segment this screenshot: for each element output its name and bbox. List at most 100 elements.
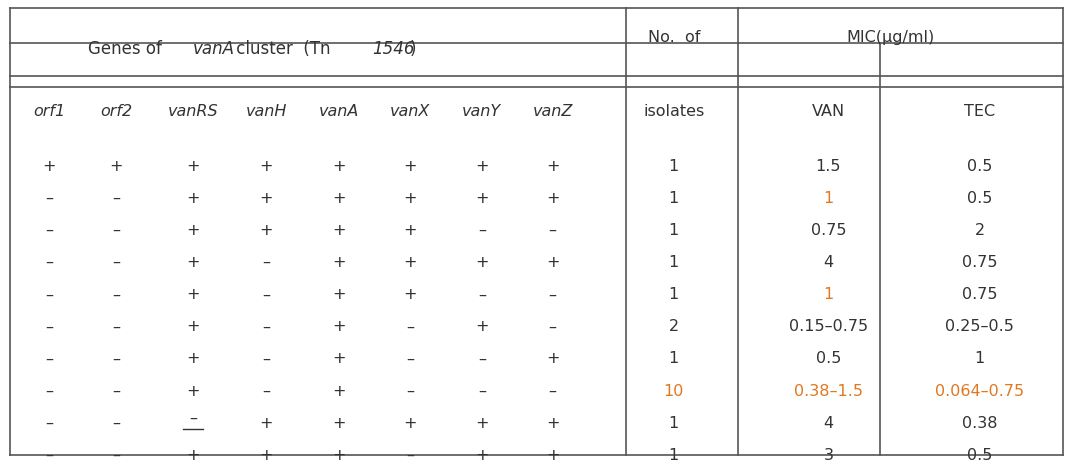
Text: 1.5: 1.5 bbox=[815, 159, 841, 174]
Text: 4: 4 bbox=[823, 255, 834, 270]
Text: +: + bbox=[403, 223, 416, 238]
Text: +: + bbox=[333, 191, 346, 206]
Text: +: + bbox=[333, 255, 346, 270]
Text: +: + bbox=[333, 159, 346, 174]
Text: –: – bbox=[112, 319, 120, 334]
Text: 0.5: 0.5 bbox=[967, 159, 993, 174]
Text: +: + bbox=[187, 384, 200, 399]
Text: +: + bbox=[260, 416, 273, 431]
Text: 1: 1 bbox=[668, 448, 679, 463]
Text: –: – bbox=[548, 319, 557, 334]
Text: vanX: vanX bbox=[389, 104, 430, 119]
Text: 0.064–0.75: 0.064–0.75 bbox=[935, 384, 1025, 399]
Text: vanRS: vanRS bbox=[167, 104, 219, 119]
Text: –: – bbox=[477, 287, 486, 302]
Text: –: – bbox=[112, 448, 120, 463]
Text: +: + bbox=[260, 223, 273, 238]
Text: 0.5: 0.5 bbox=[967, 191, 993, 206]
Text: 10: 10 bbox=[664, 384, 684, 399]
Text: –: – bbox=[477, 352, 486, 366]
Text: –: – bbox=[112, 255, 120, 270]
Text: orf1: orf1 bbox=[33, 104, 65, 119]
Text: +: + bbox=[260, 191, 273, 206]
Text: +: + bbox=[546, 352, 559, 366]
Text: +: + bbox=[187, 319, 200, 334]
Text: 0.15–0.75: 0.15–0.75 bbox=[789, 319, 868, 334]
Text: –: – bbox=[45, 319, 54, 334]
Text: +: + bbox=[333, 352, 346, 366]
Text: +: + bbox=[187, 352, 200, 366]
Text: +: + bbox=[403, 287, 416, 302]
Text: –: – bbox=[45, 384, 54, 399]
Text: –: – bbox=[262, 255, 270, 270]
Text: +: + bbox=[403, 159, 416, 174]
Text: –: – bbox=[406, 352, 414, 366]
Text: 3: 3 bbox=[823, 448, 834, 463]
Text: –: – bbox=[262, 384, 270, 399]
Text: –: – bbox=[45, 287, 54, 302]
Text: –: – bbox=[45, 255, 54, 270]
Text: –: – bbox=[45, 416, 54, 431]
Text: +: + bbox=[187, 159, 200, 174]
Text: MIC(μg/ml): MIC(μg/ml) bbox=[847, 30, 935, 45]
Text: +: + bbox=[333, 384, 346, 399]
Text: 0.25–0.5: 0.25–0.5 bbox=[945, 319, 1014, 334]
Text: No.  of: No. of bbox=[648, 30, 700, 45]
Text: 0.38–1.5: 0.38–1.5 bbox=[794, 384, 863, 399]
Text: +: + bbox=[475, 416, 488, 431]
Text: –: – bbox=[548, 287, 557, 302]
Text: 0.5: 0.5 bbox=[815, 352, 841, 366]
Text: –: – bbox=[548, 223, 557, 238]
Text: 2: 2 bbox=[668, 319, 679, 334]
Text: +: + bbox=[333, 287, 346, 302]
Text: –: – bbox=[112, 287, 120, 302]
Text: 1: 1 bbox=[668, 159, 679, 174]
Text: +: + bbox=[546, 255, 559, 270]
Text: vanZ: vanZ bbox=[532, 104, 573, 119]
Text: –: – bbox=[112, 384, 120, 399]
Text: 1: 1 bbox=[668, 416, 679, 431]
Text: VAN: VAN bbox=[812, 104, 844, 119]
Text: 0.75: 0.75 bbox=[961, 255, 998, 270]
Text: +: + bbox=[546, 191, 559, 206]
Text: cluster  (Tn: cluster (Tn bbox=[231, 40, 330, 58]
Text: +: + bbox=[475, 448, 488, 463]
Text: 1: 1 bbox=[668, 352, 679, 366]
Text: +: + bbox=[333, 223, 346, 238]
Text: –: – bbox=[112, 223, 120, 238]
Text: –: – bbox=[45, 191, 54, 206]
Text: +: + bbox=[546, 159, 559, 174]
Text: +: + bbox=[187, 223, 200, 238]
Text: +: + bbox=[475, 255, 488, 270]
Text: Genes of: Genes of bbox=[88, 40, 173, 58]
Text: –: – bbox=[477, 223, 486, 238]
Text: 1: 1 bbox=[668, 223, 679, 238]
Text: +: + bbox=[260, 159, 273, 174]
Text: –: – bbox=[262, 287, 270, 302]
Text: +: + bbox=[546, 416, 559, 431]
Text: 1: 1 bbox=[823, 191, 834, 206]
Text: 0.75: 0.75 bbox=[810, 223, 847, 238]
Text: 1: 1 bbox=[823, 287, 834, 302]
Text: vanA: vanA bbox=[319, 104, 359, 119]
Text: +: + bbox=[475, 159, 488, 174]
Text: +: + bbox=[187, 448, 200, 463]
Text: –: – bbox=[112, 191, 120, 206]
Text: +: + bbox=[333, 448, 346, 463]
Text: –: – bbox=[112, 416, 120, 431]
Text: +: + bbox=[475, 319, 488, 334]
Text: vanY: vanY bbox=[462, 104, 501, 119]
Text: –: – bbox=[262, 319, 270, 334]
Text: 1: 1 bbox=[974, 352, 985, 366]
Text: –: – bbox=[189, 411, 197, 425]
Text: +: + bbox=[403, 255, 416, 270]
Text: +: + bbox=[43, 159, 56, 174]
Text: isolates: isolates bbox=[643, 104, 705, 119]
Text: –: – bbox=[477, 384, 486, 399]
Text: 1: 1 bbox=[668, 191, 679, 206]
Text: +: + bbox=[403, 191, 416, 206]
Text: –: – bbox=[112, 352, 120, 366]
Text: –: – bbox=[45, 352, 54, 366]
Text: ): ) bbox=[410, 40, 416, 58]
Text: 4: 4 bbox=[823, 416, 834, 431]
